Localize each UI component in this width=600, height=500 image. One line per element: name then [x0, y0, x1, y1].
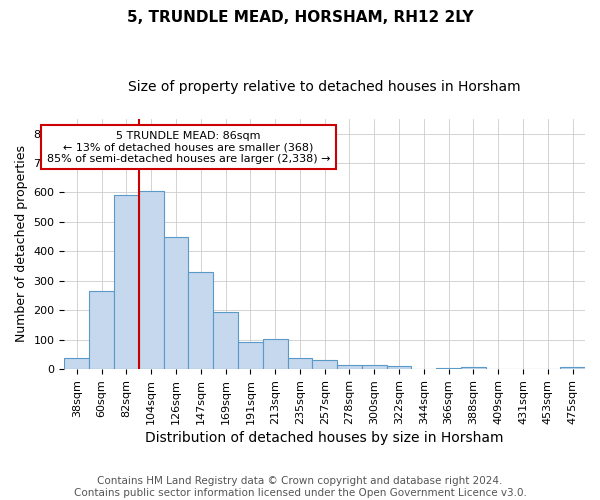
- Title: Size of property relative to detached houses in Horsham: Size of property relative to detached ho…: [128, 80, 521, 94]
- Bar: [362, 365, 386, 369]
- Text: 5, TRUNDLE MEAD, HORSHAM, RH12 2LY: 5, TRUNDLE MEAD, HORSHAM, RH12 2LY: [127, 10, 473, 25]
- Text: 5 TRUNDLE MEAD: 86sqm
← 13% of detached houses are smaller (368)
85% of semi-det: 5 TRUNDLE MEAD: 86sqm ← 13% of detached …: [47, 130, 330, 164]
- Bar: [337, 365, 362, 369]
- Bar: [139, 191, 164, 369]
- Bar: [238, 342, 263, 369]
- Bar: [436, 368, 461, 369]
- Bar: [386, 366, 412, 369]
- Y-axis label: Number of detached properties: Number of detached properties: [15, 146, 28, 342]
- Text: Contains HM Land Registry data © Crown copyright and database right 2024.
Contai: Contains HM Land Registry data © Crown c…: [74, 476, 526, 498]
- Bar: [213, 312, 238, 369]
- Bar: [560, 367, 585, 369]
- Bar: [287, 358, 313, 369]
- Bar: [313, 360, 337, 369]
- Bar: [164, 236, 188, 369]
- Bar: [188, 272, 213, 369]
- Bar: [461, 367, 486, 369]
- Bar: [114, 196, 139, 369]
- X-axis label: Distribution of detached houses by size in Horsham: Distribution of detached houses by size …: [145, 431, 504, 445]
- Bar: [89, 291, 114, 369]
- Bar: [263, 339, 287, 369]
- Bar: [64, 358, 89, 369]
